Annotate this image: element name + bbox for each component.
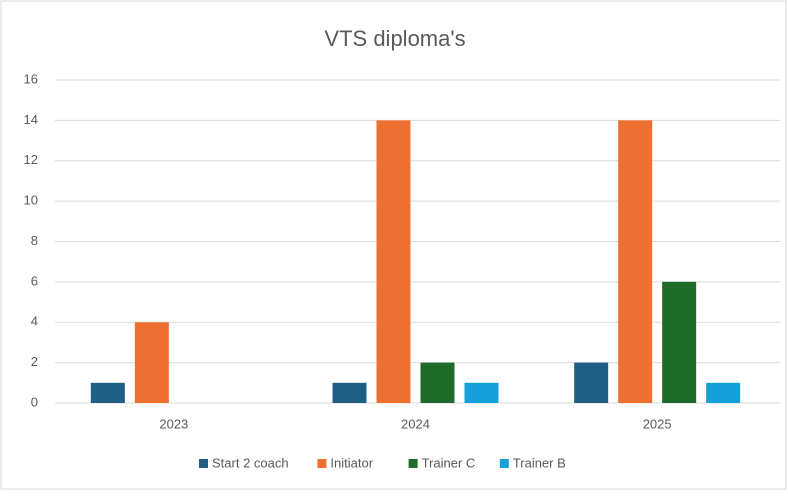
bar xyxy=(420,362,455,403)
legend-swatch xyxy=(317,459,327,468)
bar xyxy=(662,281,697,403)
bar xyxy=(706,382,741,403)
legend-label: Trainer B xyxy=(513,455,566,470)
x-tick-label: 2024 xyxy=(401,416,430,431)
bar xyxy=(574,362,609,403)
y-tick-label: 12 xyxy=(24,152,38,167)
y-tick-label: 14 xyxy=(24,112,38,127)
legend-swatch xyxy=(408,459,418,468)
y-tick-label: 4 xyxy=(31,314,38,329)
y-tick-label: 16 xyxy=(24,71,38,86)
y-tick-label: 0 xyxy=(31,394,38,409)
legend-swatch xyxy=(499,459,509,468)
y-tick-label: 6 xyxy=(31,273,38,288)
legend-label: Start 2 coach xyxy=(212,455,289,470)
bar xyxy=(90,382,125,403)
legend-label: Trainer C xyxy=(422,455,476,470)
legend-swatch xyxy=(199,459,208,468)
legend-label: Initiator xyxy=(330,455,373,470)
bar xyxy=(618,120,653,403)
y-tick-label: 8 xyxy=(31,233,38,248)
y-tick-label: 2 xyxy=(31,354,38,369)
y-tick-label: 10 xyxy=(24,193,38,208)
bar xyxy=(332,382,367,403)
bar xyxy=(376,120,411,403)
bar xyxy=(134,322,169,403)
chart-title: VTS diploma's xyxy=(324,26,465,51)
x-tick-label: 2023 xyxy=(159,416,188,431)
bar xyxy=(464,382,499,403)
x-tick-label: 2025 xyxy=(643,416,672,431)
